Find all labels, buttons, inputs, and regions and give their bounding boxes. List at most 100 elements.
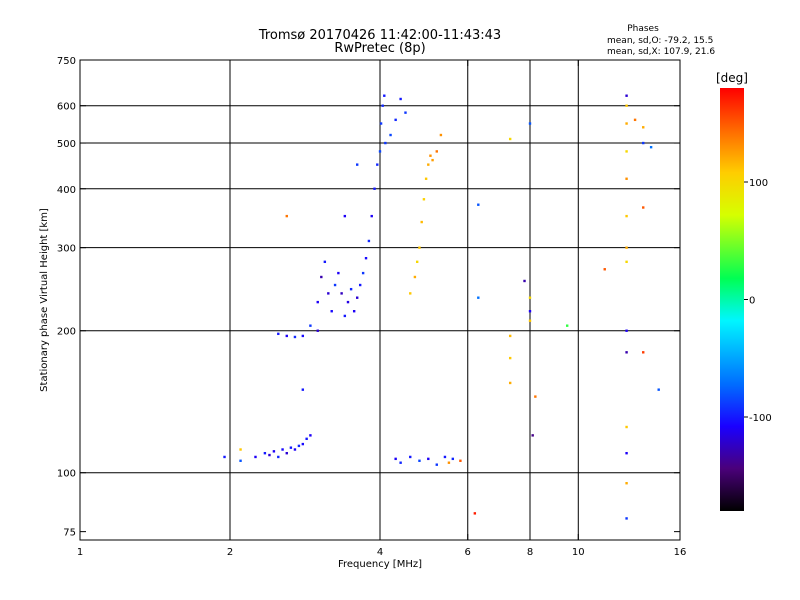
x-mode-point xyxy=(625,150,628,153)
x-mode-point xyxy=(633,118,637,122)
x-mode-point xyxy=(625,104,628,107)
x-mode-point xyxy=(508,334,512,338)
y-axis-label: Stationary phase Virtual Height [km] xyxy=(39,208,50,392)
o-mode-point xyxy=(404,111,407,114)
y-tick-label: 200 xyxy=(57,327,76,338)
o-mode-point xyxy=(477,203,480,206)
o-mode-point xyxy=(642,141,645,145)
o-mode-point xyxy=(323,260,327,264)
colorbar-tick-label: 100 xyxy=(749,178,768,189)
legend-line-x: mean, sd,X: 107.9, 21.6 xyxy=(607,47,715,57)
y-tick-label: 500 xyxy=(57,139,76,150)
o-mode-point xyxy=(394,457,397,461)
o-mode-point xyxy=(293,335,297,339)
o-mode-point xyxy=(367,239,371,243)
x-mode-point xyxy=(459,459,462,462)
o-mode-point xyxy=(531,434,534,437)
x-tick-label: 4 xyxy=(377,547,383,558)
legend-title: Phases xyxy=(627,24,659,34)
x-tick-label: 8 xyxy=(527,547,533,558)
x-mode-point xyxy=(642,351,645,354)
o-mode-point xyxy=(657,388,660,391)
o-mode-point xyxy=(389,133,392,137)
chart-subtitle: RwPretec (8p) xyxy=(334,41,425,56)
colorbar-tick-label: 0 xyxy=(749,296,755,307)
o-mode-point xyxy=(337,271,340,275)
o-mode-point xyxy=(394,118,397,122)
x-mode-point xyxy=(422,198,426,201)
o-mode-point xyxy=(340,292,343,295)
y-tick-label: 600 xyxy=(57,102,76,113)
x-mode-point xyxy=(508,356,512,360)
o-mode-point xyxy=(625,94,628,97)
grid-lines xyxy=(80,60,680,540)
x-mode-point xyxy=(625,177,628,180)
o-mode-point xyxy=(364,256,368,260)
o-mode-point xyxy=(277,455,280,459)
o-mode-point xyxy=(239,459,242,462)
colorbar-ticks: 100 0 -100 xyxy=(744,178,772,424)
x-mode-point xyxy=(534,395,537,398)
o-mode-point xyxy=(289,446,293,449)
o-mode-point xyxy=(285,334,288,338)
o-mode-point xyxy=(293,448,297,451)
x-mode-point xyxy=(642,126,645,129)
x-mode-point xyxy=(508,381,512,385)
x-mode-point xyxy=(435,150,438,153)
x-mode-point xyxy=(625,260,628,264)
o-mode-point xyxy=(333,283,337,287)
x-tick-label: 1 xyxy=(77,547,83,558)
o-mode-point xyxy=(297,444,301,448)
y-tick-label: 100 xyxy=(57,469,76,480)
o-mode-point xyxy=(320,275,323,279)
o-mode-point xyxy=(285,451,288,455)
o-mode-point xyxy=(370,214,373,218)
o-mode-point xyxy=(523,279,526,283)
x-axis-ticks: 1 2 4 6 8 10 16 xyxy=(77,60,686,558)
o-mode-point xyxy=(381,104,384,107)
o-mode-point xyxy=(625,451,628,455)
o-mode-point xyxy=(301,388,305,391)
colorbar xyxy=(720,88,744,511)
o-mode-point xyxy=(355,296,359,299)
x-axis-label: Frequency [MHz] xyxy=(338,559,422,570)
o-mode-point xyxy=(254,455,257,459)
x-tick-label: 2 xyxy=(227,547,233,558)
o-mode-point xyxy=(528,310,532,313)
o-mode-point xyxy=(477,296,480,299)
o-mode-point xyxy=(301,442,305,446)
o-mode-point xyxy=(625,351,628,354)
o-mode-point xyxy=(301,334,305,338)
x-mode-point xyxy=(528,296,532,299)
o-mode-point xyxy=(309,324,312,327)
o-mode-point xyxy=(409,455,412,459)
y-tick-label: 75 xyxy=(63,528,76,539)
o-mode-point xyxy=(649,145,653,149)
x-mode-point xyxy=(424,177,428,180)
o-mode-point xyxy=(316,329,319,332)
x-mode-point xyxy=(625,425,628,429)
y-tick-label: 400 xyxy=(57,185,76,196)
x-mode-point xyxy=(625,214,628,218)
x-mode-point xyxy=(439,133,443,137)
o-mode-point xyxy=(384,141,387,145)
o-mode-point xyxy=(418,459,421,462)
o-mode-point xyxy=(435,463,438,466)
o-mode-point xyxy=(305,437,308,441)
o-mode-point xyxy=(223,455,226,459)
o-mode-point xyxy=(327,292,330,295)
chart-title: Tromsø 20170426 11:42:00-11:43:43 xyxy=(258,28,501,43)
x-mode-point xyxy=(625,246,628,249)
o-mode-point xyxy=(352,310,356,313)
x-mode-point xyxy=(642,206,645,209)
x-mode-point xyxy=(409,292,412,295)
o-mode-point xyxy=(399,461,402,464)
x-mode-point xyxy=(447,461,451,464)
x-mode-point xyxy=(508,137,512,141)
o-mode-point xyxy=(349,287,353,291)
o-mode-point xyxy=(451,457,455,461)
o-mode-point xyxy=(355,163,359,166)
x-mode-point xyxy=(427,163,430,166)
o-mode-point xyxy=(316,300,319,304)
